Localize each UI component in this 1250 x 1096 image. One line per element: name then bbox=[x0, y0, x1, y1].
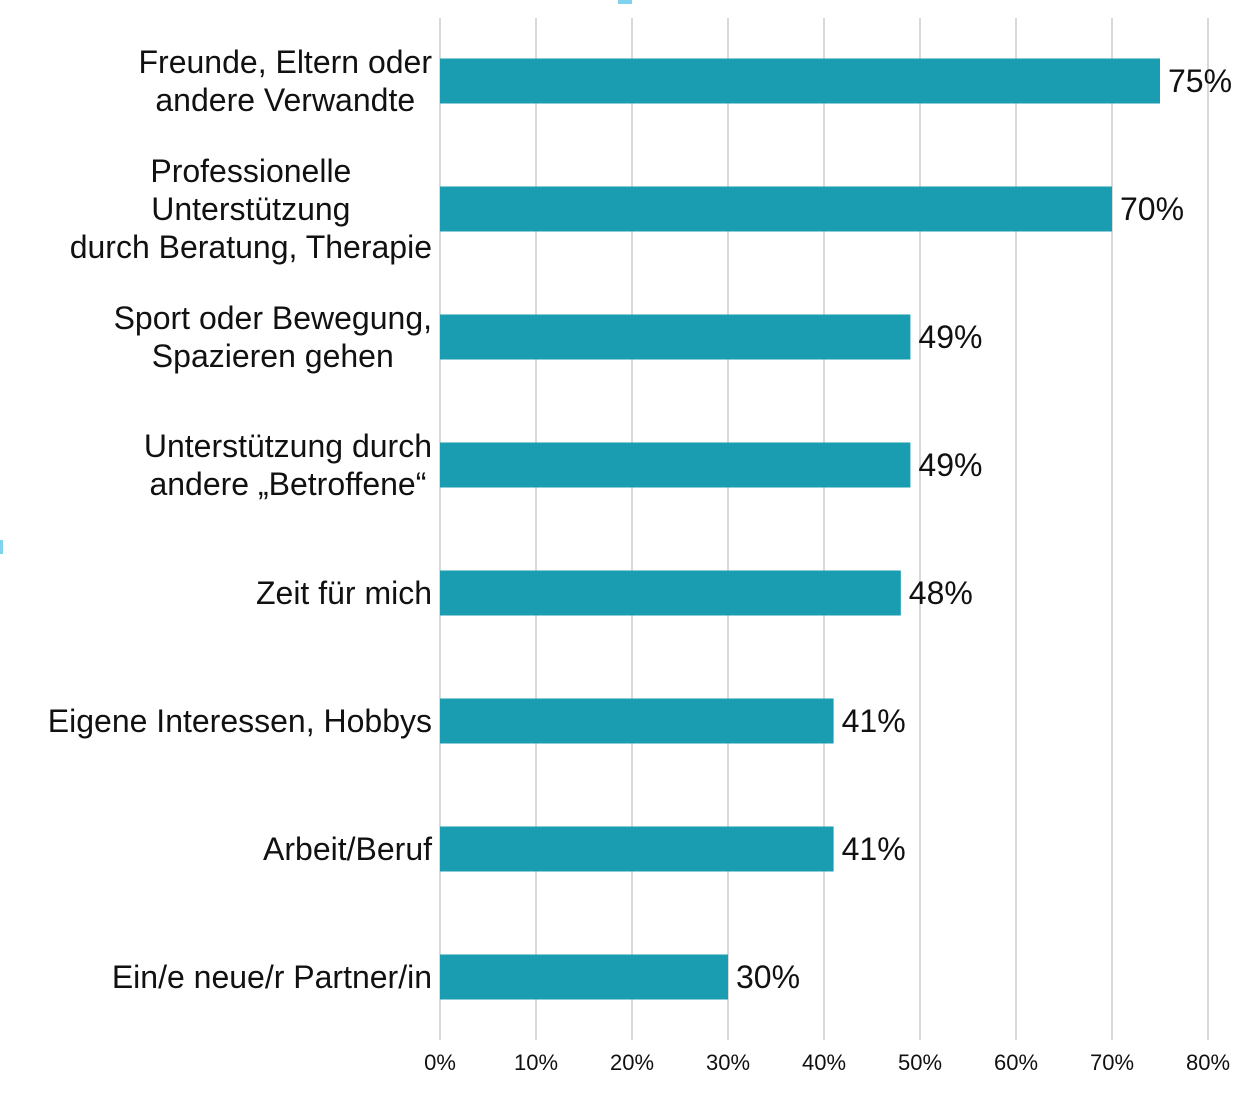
category-label-line: Unterstützung bbox=[151, 191, 351, 227]
x-tick-label: 20% bbox=[610, 1050, 654, 1075]
category-label-line: Arbeit/Beruf bbox=[263, 831, 432, 867]
value-label: 75% bbox=[1168, 63, 1232, 99]
decorative-mark bbox=[618, 0, 632, 4]
bar bbox=[440, 954, 728, 1000]
x-tick-label: 80% bbox=[1186, 1050, 1230, 1075]
bar bbox=[440, 58, 1160, 104]
category-label-line: andere „Betroffene“ bbox=[149, 466, 427, 502]
category-label: Arbeit/Beruf bbox=[263, 830, 432, 868]
value-label: 30% bbox=[736, 959, 800, 995]
bar bbox=[440, 314, 911, 360]
category-label: Ein/e neue/r Partner/in bbox=[112, 958, 432, 996]
x-tick-label: 10% bbox=[514, 1050, 558, 1075]
x-tick-label: 50% bbox=[898, 1050, 942, 1075]
category-label: Freunde, Eltern oder andere Verwandte bbox=[139, 43, 433, 119]
value-label: 41% bbox=[842, 703, 906, 739]
category-label: Unterstützung durch andere „Betroffene“ bbox=[144, 427, 432, 503]
value-label: 49% bbox=[918, 319, 982, 355]
value-label: 70% bbox=[1120, 191, 1184, 227]
bar bbox=[440, 186, 1112, 232]
value-labels: 75% 70% 49% 49% 48% 41% 41% 30% bbox=[736, 63, 1232, 995]
bar bbox=[440, 442, 911, 488]
value-label: 48% bbox=[909, 575, 973, 611]
x-tick-label: 0% bbox=[424, 1050, 456, 1075]
bar bbox=[440, 570, 901, 616]
category-label-line: Unterstützung durch bbox=[143, 428, 432, 464]
gridlines bbox=[439, 18, 1209, 1040]
category-label-line: Eigene Interessen, Hobbys bbox=[47, 703, 432, 739]
category-label-line: Freunde, Eltern oder bbox=[138, 44, 433, 80]
category-label-line: andere Verwandte bbox=[155, 82, 416, 118]
x-tick-label: 70% bbox=[1090, 1050, 1134, 1075]
value-label: 41% bbox=[842, 831, 906, 867]
x-axis-ticks: 0% 10% 20% 30% 40% 50% 60% 70% 80% bbox=[424, 1050, 1230, 1075]
category-label: Eigene Interessen, Hobbys bbox=[48, 702, 432, 740]
bar bbox=[440, 826, 834, 872]
bar bbox=[440, 698, 834, 744]
category-label: Professionelle Unterstützung durch Beratun… bbox=[70, 152, 432, 266]
category-label: Zeit für mich bbox=[256, 574, 432, 612]
decorative-mark bbox=[0, 540, 3, 554]
category-label-line: Zeit für mich bbox=[255, 575, 432, 611]
category-label-line: Professionelle bbox=[150, 153, 352, 189]
category-label-line: Spazieren gehen bbox=[151, 338, 394, 374]
value-label: 49% bbox=[918, 447, 982, 483]
category-label-line: durch Beratung, Therapie bbox=[69, 229, 432, 265]
category-label-line: Sport oder Bewegung, bbox=[113, 300, 432, 336]
x-tick-label: 30% bbox=[706, 1050, 750, 1075]
category-label: Sport oder Bewegung, Spazieren gehen bbox=[114, 299, 432, 375]
x-tick-label: 40% bbox=[802, 1050, 846, 1075]
x-tick-label: 60% bbox=[994, 1050, 1038, 1075]
category-label-line: Ein/e neue/r Partner/in bbox=[111, 959, 432, 995]
bars bbox=[440, 58, 1160, 1000]
